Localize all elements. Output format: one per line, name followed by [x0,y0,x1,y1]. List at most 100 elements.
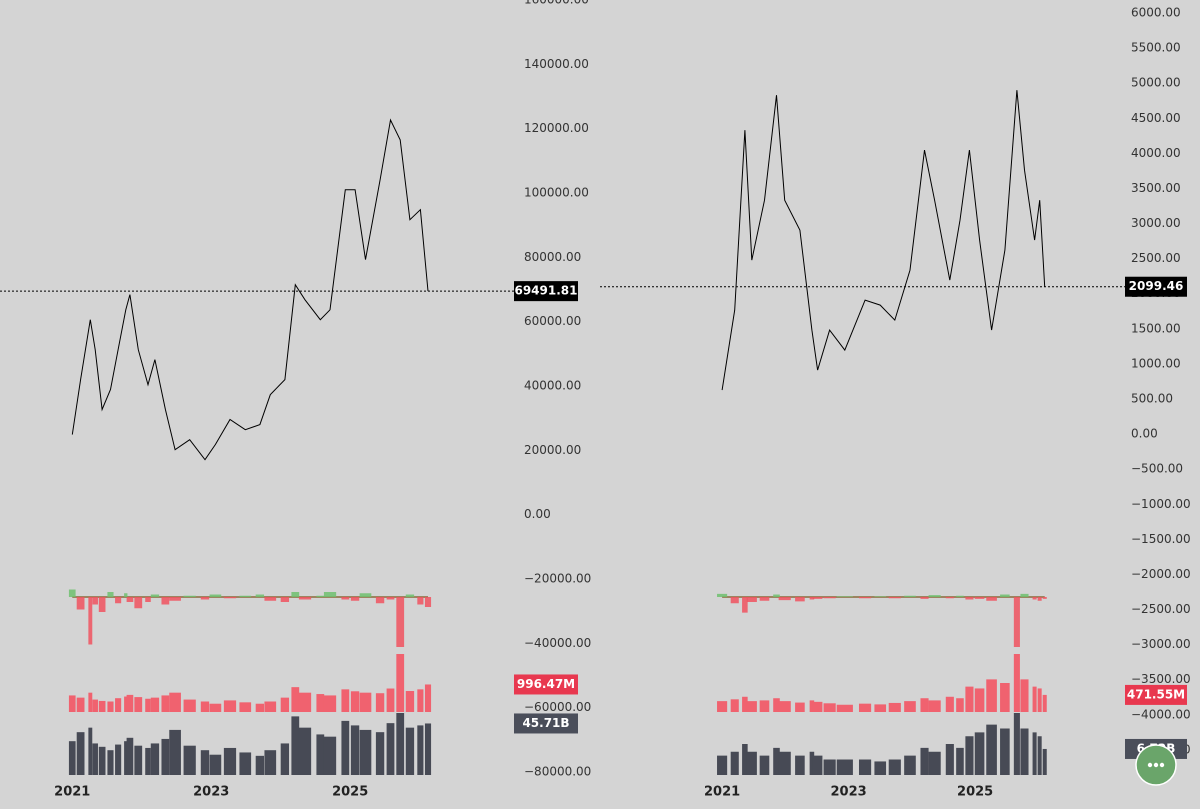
volume-bar [169,729,181,775]
trade-volume-bar [1042,694,1047,712]
y-tick-label: 6000.00 [1131,5,1181,19]
volume-bar [1042,748,1047,775]
volume-bar [986,724,997,775]
volume-bar [183,745,196,775]
y-tick-label: −60000.00 [524,700,591,714]
trade-volume-bar [730,699,739,712]
net-flow-bar [858,597,872,599]
price-line [71,118,429,461]
volume-bar [1000,728,1010,775]
x-tick-label: 2021 [54,785,90,800]
net-flow-bar [76,597,85,610]
trade-volume-bar [126,694,134,712]
net-flow-bar [717,593,728,597]
y-tick-label: −500.00 [1131,462,1183,476]
volume-bar [778,751,791,775]
volume-tag-label: 45.71B [522,716,569,730]
last-price-label: 2099.46 [1129,279,1184,293]
net-flow-bar [773,594,780,597]
last-price-tag [1125,276,1187,297]
y-tick-label: 5500.00 [1131,41,1181,55]
volume-bar [115,744,122,775]
trade-volume-bar [115,698,122,712]
trade-volume-tag [514,674,578,695]
net-flow-bar [200,597,210,600]
net-flow-bar [956,595,964,597]
trade-volume-bar [298,692,312,712]
trade-volume-bar [150,697,160,712]
y-tick-label: 500.00 [1131,391,1173,405]
trade-volume-tag [1125,684,1187,705]
net-flow-bar [115,597,122,604]
net-flow-bar [98,597,106,612]
net-flow-bar [1037,597,1042,601]
y-tick-label: 0.00 [524,507,551,521]
volume-bar [874,761,887,775]
trade-volume-bar [1013,654,1020,712]
net-flow-bar [298,597,312,600]
net-flow-bar [1020,593,1029,597]
net-flow-bar [1042,597,1047,599]
trade-volume-bar [717,701,728,712]
y-tick-label: −1500.00 [1131,532,1191,546]
trade-volume-bar [920,698,929,712]
volume-bar [759,755,770,775]
volume-bar [107,750,114,775]
trade-volume-bar [280,697,290,712]
net-flow-bar [88,597,93,645]
y-tick-label: 20000.00 [524,443,581,457]
trade-volume-bar [1000,683,1010,712]
trade-volume-bar [823,703,836,712]
last-price-tag [514,281,578,302]
net-flow-bar [264,597,277,601]
y-tick-label: 5000.00 [1131,76,1181,90]
volume-bar [264,750,277,775]
trade-volume-bar [809,700,815,712]
trade-volume-tag-label: 996.47M [517,677,575,691]
trade-volume-bar [76,697,85,712]
net-flow-bar [280,597,290,602]
trade-volume-bar [255,703,265,712]
x-tick-label: 2023 [831,785,867,800]
trade-volume-bar [145,698,151,712]
volume-bar [396,713,405,775]
y-tick-label: 1500.00 [1131,321,1181,335]
volume-bar [209,754,222,775]
net-flow-bar [778,597,791,601]
net-flow-bar [150,594,160,597]
y-tick-label: 1000.00 [1131,356,1181,370]
net-flow-bar [874,596,887,597]
net-flow-bar [316,595,325,597]
volume-bar [888,759,901,775]
net-flow-bar [359,593,372,597]
net-flow-bar [795,597,805,602]
y-tick-label: −3000.00 [1131,637,1191,651]
trade-volume-bar [98,700,106,712]
net-flow-bar [68,589,76,597]
net-flow-bar [424,597,432,607]
y-tick-label: 40000.00 [524,379,581,393]
net-flow-bar [836,596,853,597]
last-price-label: 69491.81 [514,284,577,298]
net-flow-bar [209,594,222,597]
net-flow-bar [746,597,757,602]
net-flow-bar [730,597,739,604]
y-tick-label: −3500.00 [1131,672,1191,686]
y-tick-label: 120000.00 [524,121,589,135]
net-flow-bar [291,592,300,597]
net-flow-bar [920,597,929,599]
x-tick-label: 2021 [704,785,740,800]
volume-bar [1020,728,1029,775]
trade-volume-bar [169,692,181,712]
y-tick-label: 3000.00 [1131,216,1181,230]
net-flow-bar [1000,594,1010,597]
y-tick-label: 2500.00 [1131,251,1181,265]
trade-volume-bar [375,693,385,712]
trade-volume-bar [124,696,128,712]
trade-volume-bar [396,654,405,712]
net-flow-bar [375,597,385,604]
y-tick-label: 0.00 [1131,427,1158,441]
net-flow-bar [161,597,170,605]
net-flow-bar [812,597,823,599]
